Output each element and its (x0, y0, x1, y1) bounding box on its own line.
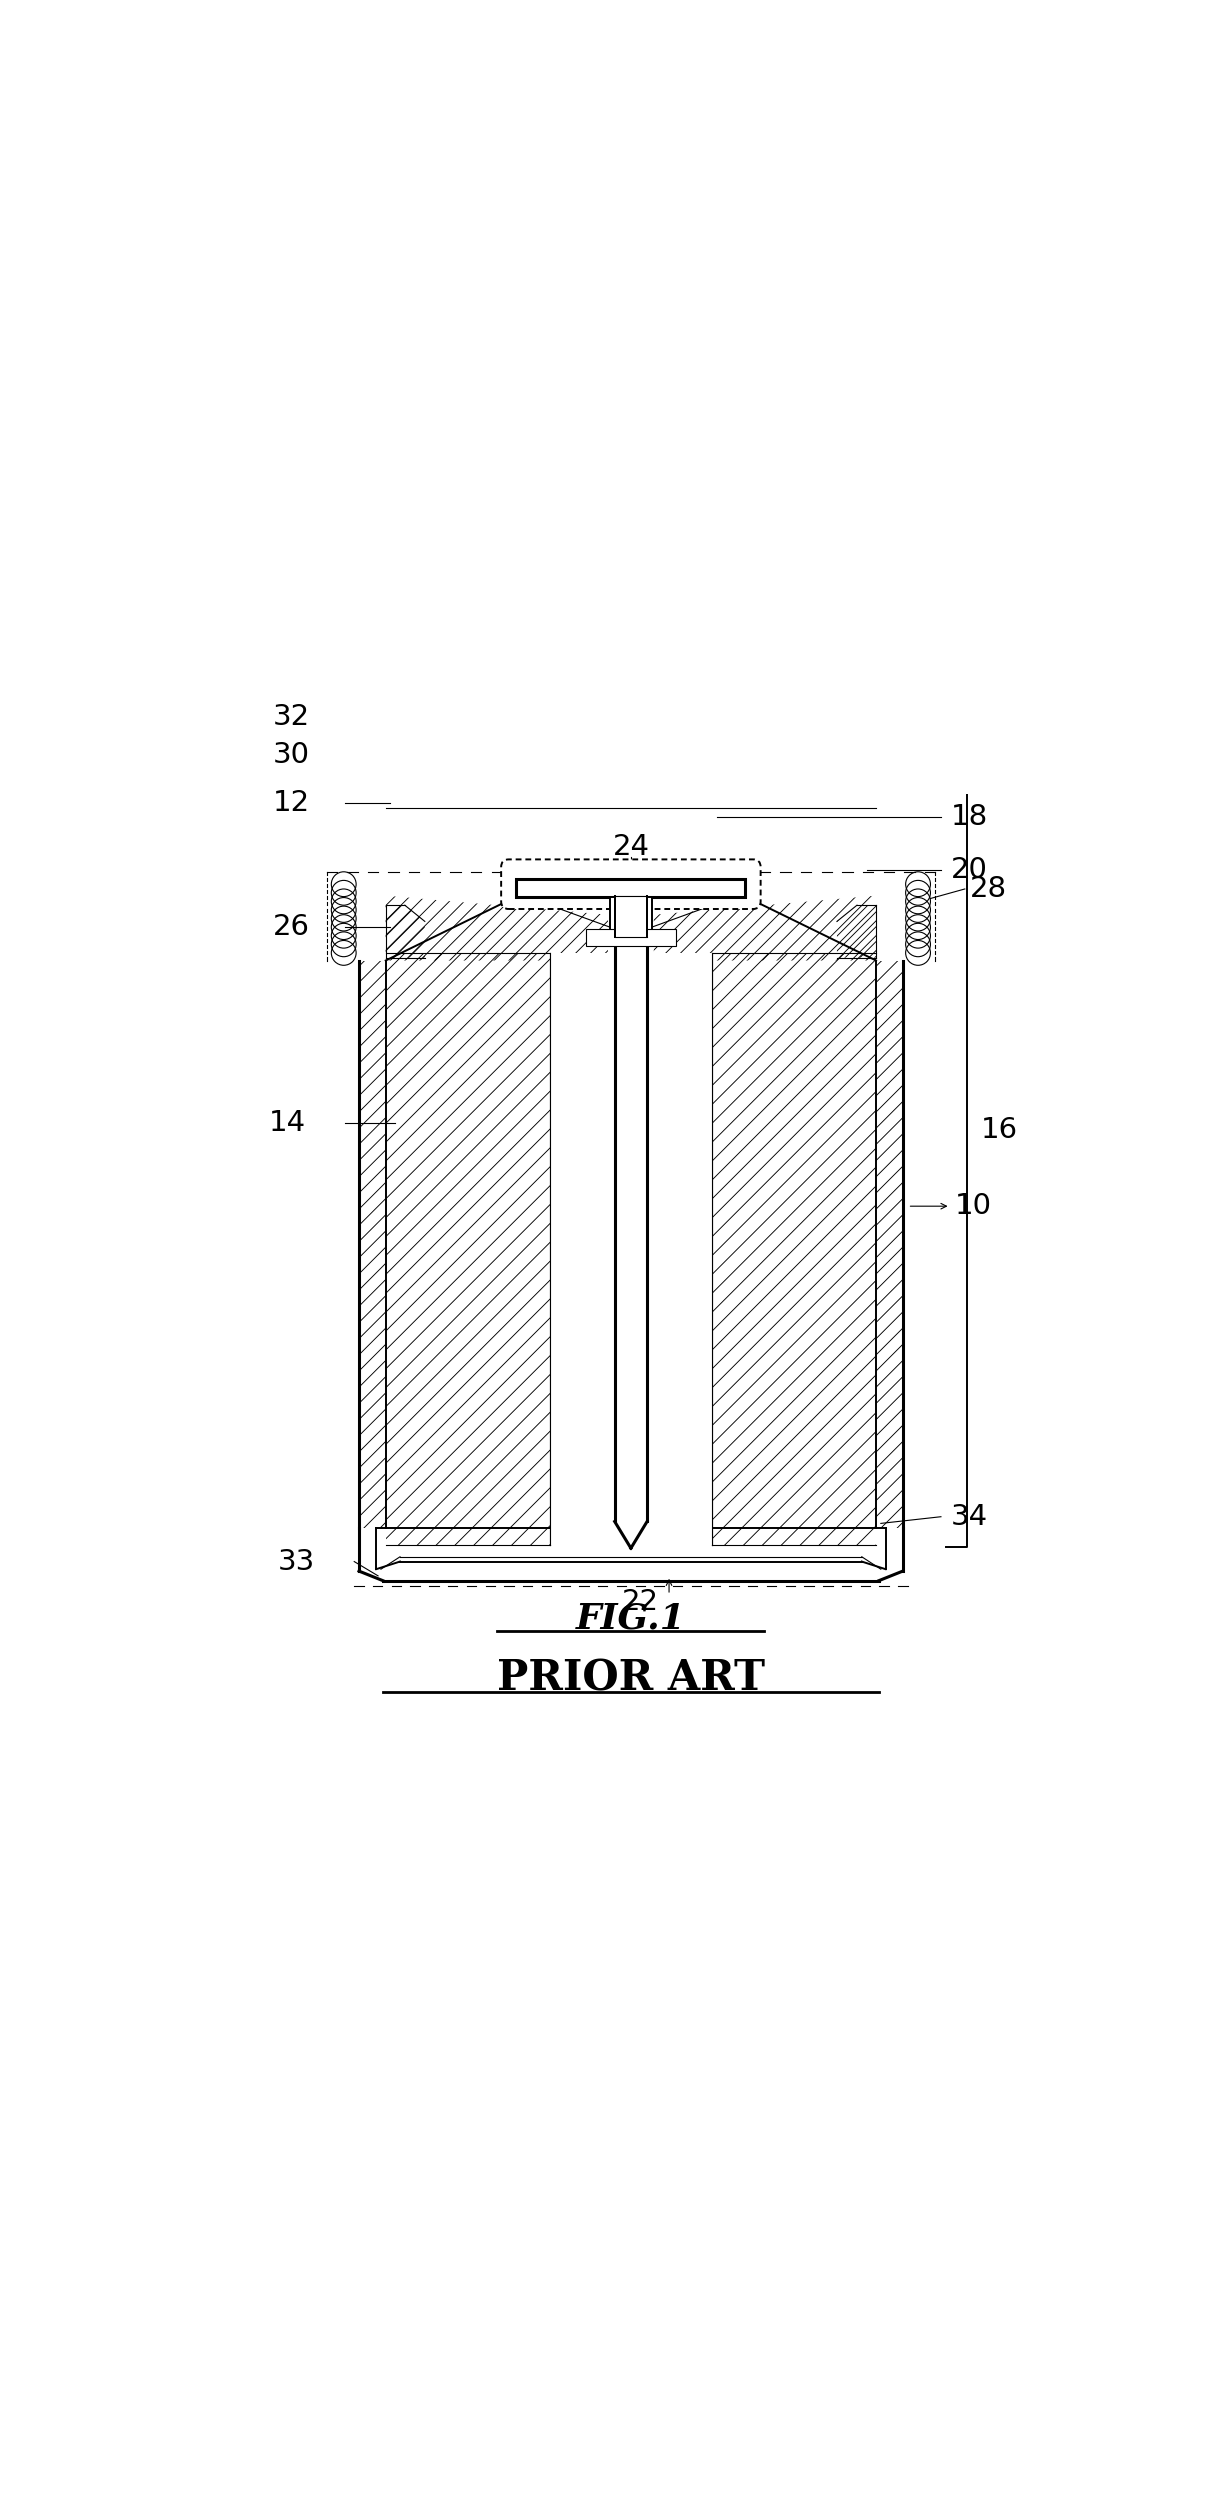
Text: FIG.1: FIG.1 (576, 1603, 686, 1635)
Text: 24: 24 (612, 833, 650, 860)
Text: 28: 28 (970, 876, 1007, 903)
Text: 32: 32 (273, 704, 310, 732)
Bar (614, 896, 648, 936)
Text: 33: 33 (278, 1547, 315, 1575)
Bar (385, 954, 876, 1545)
Text: 20: 20 (950, 855, 987, 883)
Text: 34: 34 (950, 1502, 987, 1530)
Text: 30: 30 (273, 742, 310, 770)
Bar (586, 928, 676, 946)
Text: 12: 12 (273, 790, 310, 818)
Bar (550, 954, 712, 1545)
Text: PRIOR ART: PRIOR ART (497, 1658, 764, 1701)
Text: 22: 22 (622, 1588, 659, 1615)
Text: 26: 26 (273, 913, 310, 941)
Text: 18: 18 (950, 803, 987, 830)
Text: 14: 14 (268, 1110, 305, 1137)
Text: 16: 16 (981, 1117, 1018, 1145)
FancyBboxPatch shape (501, 860, 761, 908)
Bar (517, 881, 746, 896)
Bar (609, 896, 652, 936)
Bar (614, 896, 648, 1547)
Text: 10: 10 (955, 1193, 992, 1220)
